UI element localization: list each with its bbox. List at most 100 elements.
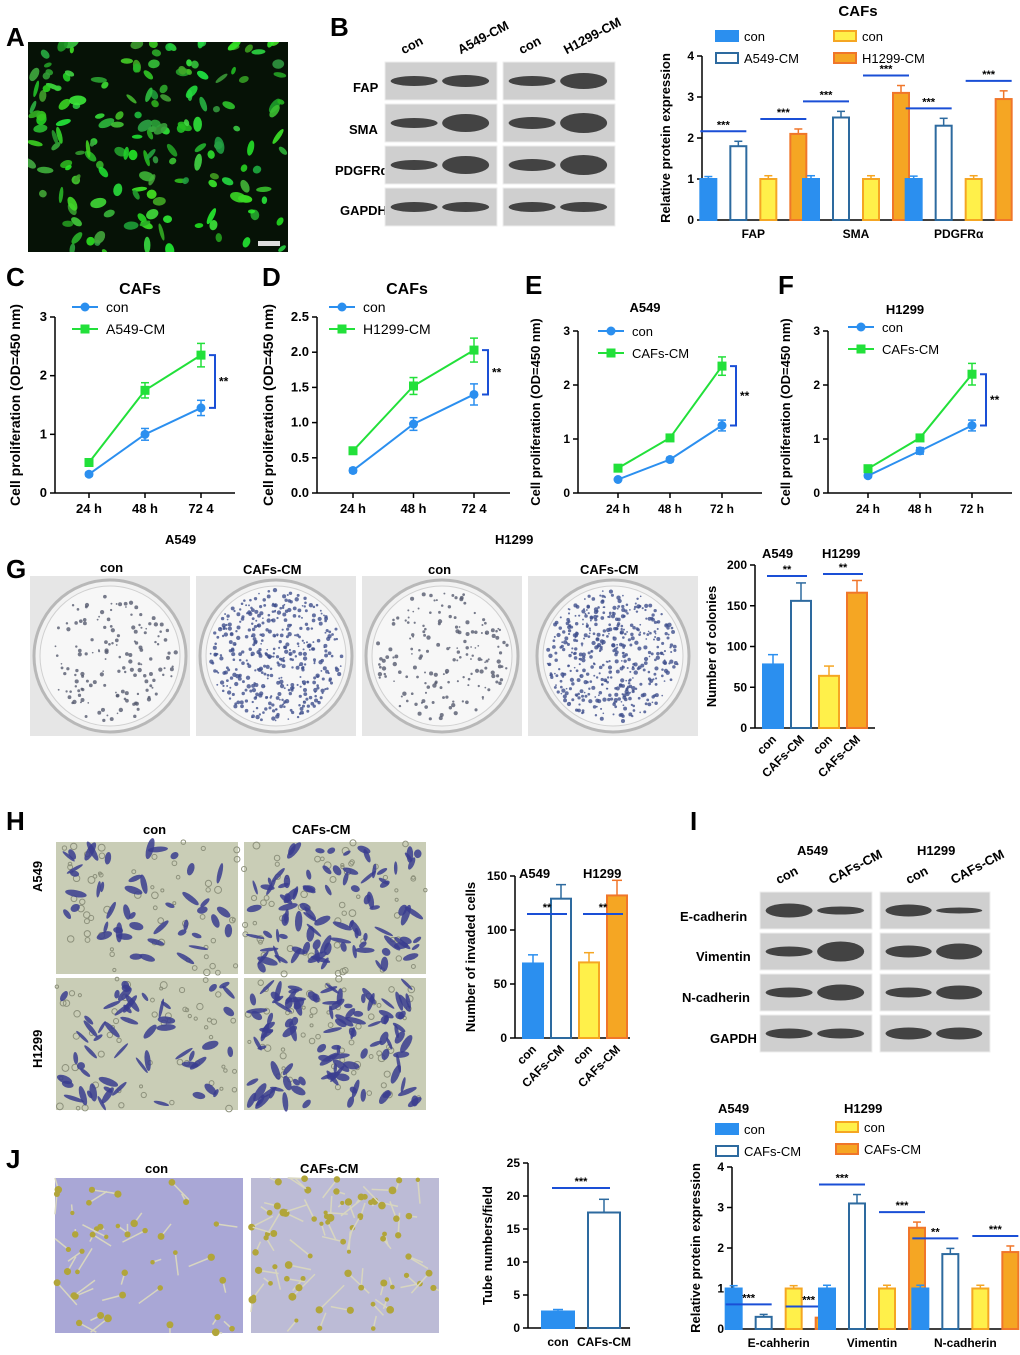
cell	[214, 72, 228, 84]
colony	[55, 645, 57, 647]
significance-label: **	[931, 1226, 940, 1238]
colony	[273, 588, 277, 592]
colony	[568, 654, 571, 657]
colony	[384, 673, 386, 675]
colony	[281, 664, 283, 666]
colony	[236, 701, 240, 705]
colony	[405, 619, 407, 621]
colony	[495, 680, 498, 683]
cell	[195, 69, 209, 82]
colony	[275, 708, 278, 711]
colony	[284, 687, 286, 689]
colony	[242, 680, 245, 683]
colony	[589, 629, 591, 631]
colony	[655, 677, 657, 679]
colony	[607, 698, 610, 701]
colony	[306, 681, 308, 683]
colony	[624, 609, 627, 612]
bar	[760, 179, 776, 220]
colony	[102, 719, 105, 722]
colony	[580, 689, 584, 693]
cell	[101, 248, 108, 252]
colony	[231, 648, 235, 652]
significance-label: ***	[575, 1176, 589, 1188]
colony	[628, 697, 632, 701]
legend-label: CAFs-CM	[744, 1144, 801, 1159]
colony	[451, 594, 454, 597]
colony	[252, 688, 256, 692]
colony	[608, 616, 611, 619]
colony	[303, 597, 306, 600]
cell-cluster	[344, 1270, 351, 1277]
colony	[287, 608, 291, 612]
significance-label: ***	[896, 1200, 910, 1212]
legend-label: A549-CM	[744, 51, 799, 66]
colony	[159, 630, 162, 633]
colony	[243, 599, 246, 602]
colony	[573, 639, 576, 642]
cell-cluster	[70, 1211, 74, 1215]
cell-cluster	[121, 1270, 127, 1276]
cell	[207, 178, 218, 189]
colony	[661, 668, 664, 671]
colony	[262, 711, 265, 714]
colony	[648, 631, 650, 633]
colony	[245, 699, 248, 702]
colony	[279, 704, 283, 708]
colony	[121, 690, 125, 694]
blot-i-row-ncad: N-cadherin	[682, 990, 750, 1005]
colony	[465, 620, 469, 624]
legend-label: A549-CM	[106, 321, 165, 337]
legend-label: con	[632, 324, 653, 339]
y-tick-label: 2	[563, 378, 570, 392]
colony	[280, 634, 284, 638]
colony	[144, 631, 147, 634]
panel-letter-j: J	[6, 1144, 20, 1175]
colony	[499, 629, 501, 631]
legend-marker	[857, 345, 866, 354]
colony	[429, 594, 433, 598]
cell	[124, 221, 139, 230]
colony	[581, 698, 585, 702]
colony	[298, 615, 301, 618]
panel-letter-a: A	[6, 22, 25, 53]
panel-letter-i: I	[690, 806, 697, 837]
bar	[551, 899, 571, 1038]
blot-band	[817, 985, 864, 1001]
colony	[299, 676, 301, 678]
colony	[318, 660, 322, 664]
colony	[582, 709, 585, 712]
colony	[593, 632, 596, 635]
colony	[570, 670, 572, 672]
group-label: H1299	[822, 546, 860, 561]
colony	[271, 619, 273, 621]
colony	[251, 652, 255, 656]
colony	[656, 646, 659, 649]
legend-marker	[338, 303, 347, 312]
colony	[259, 667, 263, 671]
colony	[134, 630, 138, 634]
colony	[505, 667, 507, 669]
colony	[236, 612, 240, 616]
colony	[129, 601, 133, 605]
cell-cluster	[229, 1326, 235, 1332]
cell	[213, 136, 226, 155]
colony	[579, 663, 581, 665]
blot-band	[560, 202, 607, 212]
colony	[621, 625, 624, 628]
colony	[302, 713, 304, 715]
cell-cluster	[295, 1284, 302, 1291]
colony	[621, 660, 623, 662]
colony	[574, 647, 577, 650]
colony	[340, 665, 342, 667]
colony	[77, 689, 80, 692]
colony	[220, 654, 222, 656]
colony	[567, 702, 571, 706]
colony	[470, 658, 472, 660]
colony	[434, 682, 437, 685]
colony	[416, 676, 419, 679]
colony	[564, 636, 568, 640]
colony	[465, 700, 469, 704]
colony	[606, 628, 610, 632]
